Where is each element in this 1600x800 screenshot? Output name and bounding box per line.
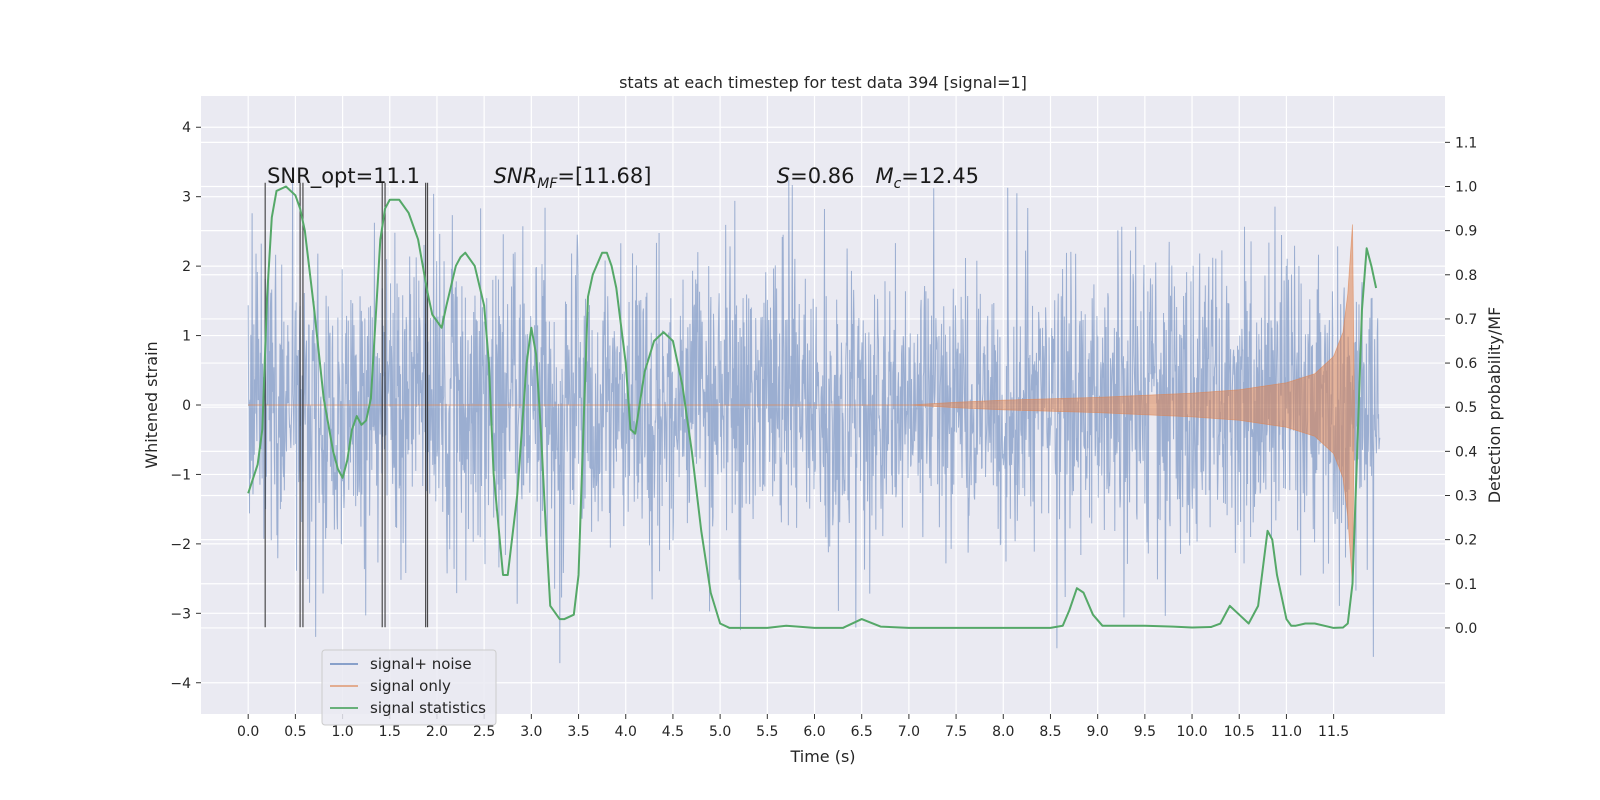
y-axis-right-label: Detection probability/MF: [1485, 307, 1504, 504]
y-right-tick-label-11: 1.1: [1455, 135, 1477, 151]
y-right-tick-label-4: 0.4: [1455, 444, 1477, 460]
x-tick-label-23: 11.5: [1318, 724, 1349, 740]
x-tick-label-0: 0.0: [237, 724, 259, 740]
x-tick-label-10: 5.0: [709, 724, 731, 740]
y-axis-right: 0.0 0.1 0.2 0.3 0.4 0.5 0.6 0.7 0.8 0.9 1.0 1.1: [1445, 135, 1477, 637]
x-axis-label: Time (s): [789, 747, 855, 766]
y-right-tick-label-0: 0.0: [1455, 621, 1477, 637]
y-left-tick-label-3: −1: [170, 467, 191, 483]
annotation-1: SNRMF=[11.68]: [494, 164, 652, 192]
y-left-tick-label-6: 2: [182, 259, 191, 275]
y-left-tick-label-0: −4: [170, 676, 191, 692]
x-tick-label-3: 1.5: [379, 724, 401, 740]
x-tick-label-21: 10.5: [1224, 724, 1255, 740]
x-tick-label-15: 7.5: [945, 724, 967, 740]
y-right-tick-label-7: 0.7: [1455, 312, 1477, 328]
legend-label-signal-only: signal only: [370, 677, 451, 695]
series-signal-only: [248, 224, 1355, 586]
x-tick-label-2: 1.0: [331, 724, 353, 740]
y-axis-left: −4 −3 −2 −1 0 1 2 3 4: [170, 120, 201, 692]
annotation-0: SNR_opt=11.1: [267, 164, 420, 189]
y-right-tick-label-6: 0.6: [1455, 356, 1477, 372]
legend-label-signal-noise: signal+ noise: [370, 655, 472, 673]
vertical-markers: [264, 182, 429, 628]
legend-label-signal-statistics: signal statistics: [370, 699, 486, 717]
y-left-tick-label-8: 4: [182, 120, 191, 136]
series-signal-statistics: [247, 185, 1378, 629]
y-right-tick-label-3: 0.3: [1455, 488, 1477, 504]
signal-only-envelope: [908, 224, 1355, 586]
x-tick-label-22: 11.0: [1271, 724, 1302, 740]
annotation-2: S=0.86 Mc=12.45: [777, 164, 979, 192]
x-tick-label-8: 4.0: [615, 724, 637, 740]
y-right-tick-label-10: 1.0: [1455, 179, 1477, 195]
x-tick-label-14: 7.0: [898, 724, 920, 740]
x-tick-label-19: 9.5: [1134, 724, 1156, 740]
y-left-tick-label-5: 1: [182, 329, 191, 345]
x-tick-label-18: 9.0: [1087, 724, 1109, 740]
y-left-tick-label-4: 0: [182, 398, 191, 414]
legend: signal+ noise signal only signal statist…: [321, 649, 497, 726]
y-right-tick-label-1: 0.1: [1455, 577, 1477, 593]
x-tick-label-13: 6.5: [851, 724, 873, 740]
y-right-tick-label-2: 0.2: [1455, 533, 1477, 549]
x-axis: 0.0 0.5 1.0 1.5 2.0 2.5 3.0 3.5 4.0 4.5 5.0 5.5 6.0 6…: [237, 714, 1349, 740]
x-tick-label-20: 10.0: [1176, 724, 1207, 740]
y-left-tick-label-1: −3: [170, 606, 191, 622]
y-left-tick-label-2: −2: [170, 537, 191, 553]
x-tick-label-17: 8.5: [1039, 724, 1061, 740]
signal-noise-trace: [247, 179, 1381, 664]
y-axis-left-label: Whitened strain: [142, 341, 161, 468]
x-tick-label-16: 8.0: [992, 724, 1014, 740]
series-signal-noise: [247, 179, 1381, 664]
x-tick-label-7: 3.5: [567, 724, 589, 740]
y-right-tick-label-5: 0.5: [1455, 400, 1477, 416]
x-tick-label-9: 4.5: [662, 724, 684, 740]
x-tick-label-4: 2.0: [426, 724, 448, 740]
y-left-tick-label-7: 3: [182, 190, 191, 206]
chart-title: stats at each timestep for test data 394…: [619, 73, 1027, 92]
legend-box: [321, 649, 497, 726]
y-right-tick-label-8: 0.8: [1455, 268, 1477, 284]
signal-statistics-line: [247, 185, 1378, 629]
annotations: SNR_opt=11.1 SNRMF=[11.68] S=0.86 Mc=12.45: [267, 164, 979, 192]
x-tick-label-1: 0.5: [284, 724, 306, 740]
x-tick-label-12: 6.0: [803, 724, 825, 740]
x-tick-label-11: 5.5: [756, 724, 778, 740]
x-tick-label-6: 3.0: [520, 724, 542, 740]
y-right-tick-label-9: 0.9: [1455, 224, 1477, 240]
plot-content: [247, 179, 1381, 664]
x-tick-label-5: 2.5: [473, 724, 495, 740]
